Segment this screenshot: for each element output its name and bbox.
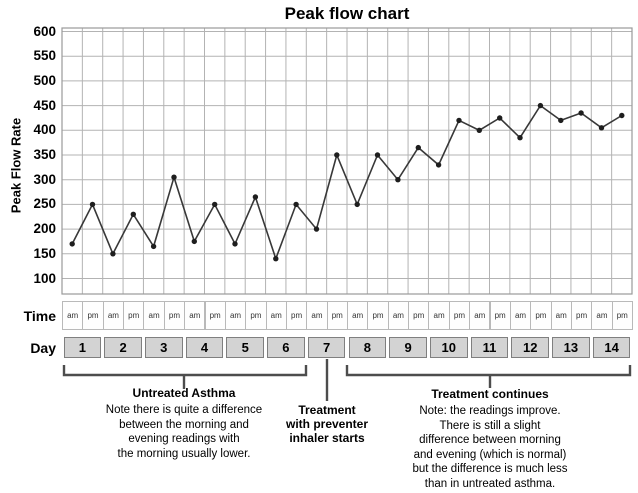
day-cell-11: 11: [470, 337, 509, 358]
bracket-treatment-continues: [345, 365, 632, 377]
data-point: [232, 241, 238, 247]
y-tick-250: 250: [33, 196, 56, 212]
time-cell-pm: pm: [611, 301, 633, 330]
time-cell-pm: pm: [204, 301, 226, 330]
y-tick-450: 450: [33, 97, 56, 113]
time-cell-pm: pm: [163, 301, 186, 330]
y-tick-400: 400: [33, 122, 56, 138]
time-cell-pm: pm: [570, 301, 593, 330]
day-cell-10: 10: [429, 337, 468, 358]
time-cell-am: am: [184, 301, 206, 330]
data-point: [293, 201, 299, 208]
day-axis-label: Day: [30, 340, 56, 356]
data-point: [395, 177, 401, 183]
data-point: [273, 256, 279, 262]
y-tick-100: 100: [33, 270, 56, 286]
data-point: [130, 211, 136, 217]
data-point: [150, 243, 157, 250]
day-cell-13: 13: [552, 337, 590, 358]
y-tick-600: 600: [33, 23, 56, 39]
time-cell-am: am: [428, 301, 450, 330]
y-tick-550: 550: [33, 48, 56, 64]
time-cell-pm: pm: [530, 301, 552, 330]
time-cell-am: am: [469, 301, 491, 330]
y-tick-200: 200: [33, 221, 56, 237]
y-tick-300: 300: [33, 171, 56, 187]
data-point: [517, 135, 523, 141]
annotation-treatment-start: Treatment with preventer inhaler starts: [285, 403, 369, 445]
time-cell-am: am: [143, 301, 165, 330]
time-cell-pm: pm: [367, 301, 389, 330]
data-point: [558, 117, 564, 124]
time-cell-am: am: [387, 301, 410, 330]
time-cell-am: am: [347, 301, 369, 330]
day-cell-2: 2: [104, 337, 142, 358]
chart-title: Peak flow chart: [284, 4, 410, 23]
time-axis-label: Time: [23, 308, 56, 324]
annotation-treatment-continues: Treatment continues Note: the readings i…: [370, 387, 610, 491]
data-point: [619, 112, 625, 119]
data-point: [191, 238, 197, 245]
data-point: [110, 251, 116, 257]
data-point: [456, 117, 462, 124]
day-cell-4: 4: [185, 337, 224, 358]
data-point: [252, 194, 259, 200]
data-point: [537, 102, 544, 109]
data-point: [171, 174, 177, 180]
y-tick-350: 350: [33, 147, 56, 162]
time-cell-am: am: [306, 301, 328, 330]
data-point: [598, 125, 605, 131]
data-point: [212, 201, 218, 208]
peak-flow-line: [71, 104, 623, 262]
annotation-treatment-continues-title: Treatment continues: [431, 387, 549, 401]
data-point: [497, 115, 503, 121]
time-cell-pm: pm: [408, 301, 430, 330]
annotation-untreated: Untreated Asthma Note there is quite a d…: [64, 386, 304, 461]
day-cell-12: 12: [511, 337, 550, 358]
annotation-untreated-title: Untreated Asthma: [132, 386, 236, 400]
data-point: [476, 127, 482, 133]
day-cell-6: 6: [267, 337, 305, 358]
bracket-untreated: [62, 365, 308, 377]
day-cell-7: 7: [307, 337, 346, 358]
y-tick-500: 500: [33, 72, 56, 88]
time-cell-pm: pm: [245, 301, 267, 330]
day-cell-3: 3: [144, 337, 183, 358]
time-cell-pm: pm: [489, 301, 511, 330]
time-cell-am: am: [62, 301, 84, 330]
data-point: [435, 162, 442, 168]
day-cell-8: 8: [348, 337, 387, 358]
time-cell-pm: pm: [123, 301, 145, 330]
data-point: [334, 152, 340, 158]
time-cell-am: am: [102, 301, 125, 330]
day-cell-1: 1: [63, 337, 102, 358]
time-cell-pm: pm: [448, 301, 471, 330]
time-cell-am: am: [550, 301, 572, 330]
time-cell-pm: pm: [285, 301, 308, 330]
time-cell-am: am: [591, 301, 613, 330]
data-point: [69, 241, 75, 247]
time-cell-pm: pm: [326, 301, 348, 330]
annotation-treatment-continues-body: Note: the readings improve. There is sti…: [412, 405, 568, 490]
time-cell-am: am: [224, 301, 247, 330]
data-point: [374, 152, 381, 158]
day-cell-9: 9: [389, 337, 427, 358]
data-point: [354, 201, 360, 208]
data-point: [578, 110, 584, 116]
time-cell-pm: pm: [82, 301, 104, 330]
day-cell-5: 5: [226, 337, 265, 358]
data-point: [415, 144, 421, 151]
time-cell-am: am: [265, 301, 287, 330]
annotation-untreated-body: Note there is quite a difference between…: [105, 404, 263, 460]
time-cell-am: am: [509, 301, 532, 330]
data-point: [89, 201, 96, 208]
day-cell-14: 14: [592, 337, 631, 358]
y-tick-150: 150: [33, 245, 56, 261]
data-point: [313, 226, 320, 232]
